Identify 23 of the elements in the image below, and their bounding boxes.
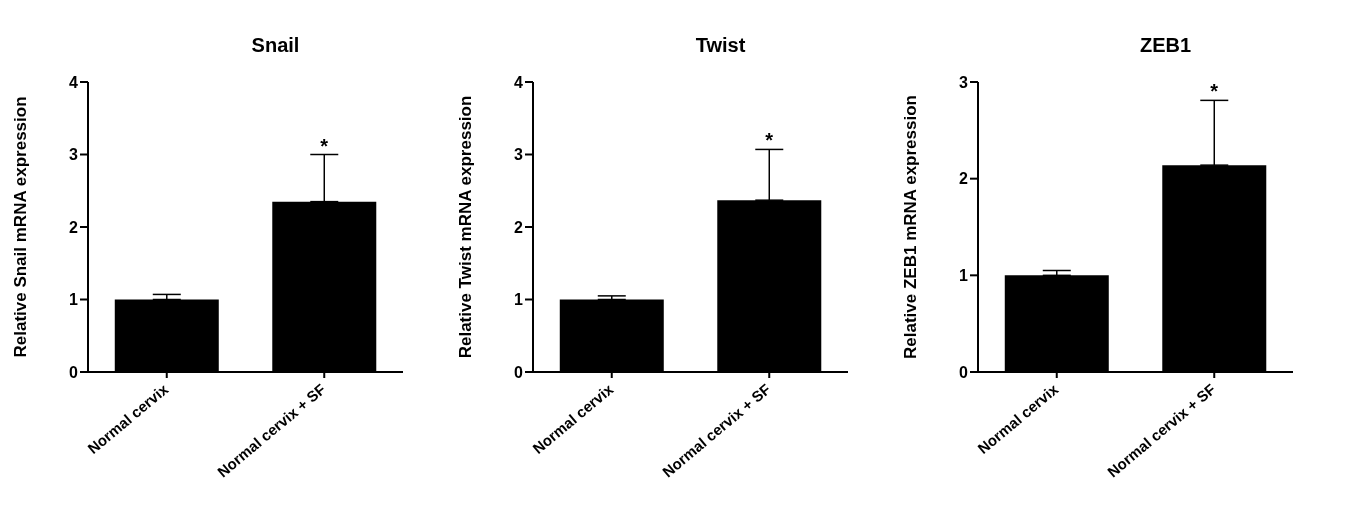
data-label: * <box>1210 80 1219 103</box>
y-axis-title: Relative Snail mRNA expression <box>11 96 31 358</box>
y-tick-label: 0 <box>514 363 524 381</box>
y-axis-title: Relative Twist mRNA expression <box>456 95 476 359</box>
chart-title: Snail <box>250 33 301 58</box>
data-label: * <box>765 129 774 152</box>
y-tick-label: 1 <box>69 291 79 309</box>
y-tick-label: 1 <box>959 267 969 285</box>
chart-title: ZEB1 <box>1138 33 1193 58</box>
y-tick-label: 3 <box>69 146 79 164</box>
chart-title: Twist <box>694 33 747 58</box>
y-tick-label: 3 <box>514 146 524 164</box>
y-tick-label: 2 <box>959 170 969 188</box>
y-tick-label: 0 <box>959 363 969 381</box>
y-tick-label: 4 <box>514 73 524 91</box>
y-tick-label: 0 <box>69 363 79 381</box>
y-tick-label: 3 <box>959 73 969 91</box>
y-axis-title: Relative ZEB1 mRNA expression <box>901 95 921 359</box>
data-label: * <box>320 134 329 157</box>
y-tick-label: 2 <box>514 218 524 236</box>
y-tick-label: 2 <box>69 218 79 236</box>
y-tick-label: 1 <box>514 291 524 309</box>
y-tick-label: 4 <box>69 73 79 91</box>
